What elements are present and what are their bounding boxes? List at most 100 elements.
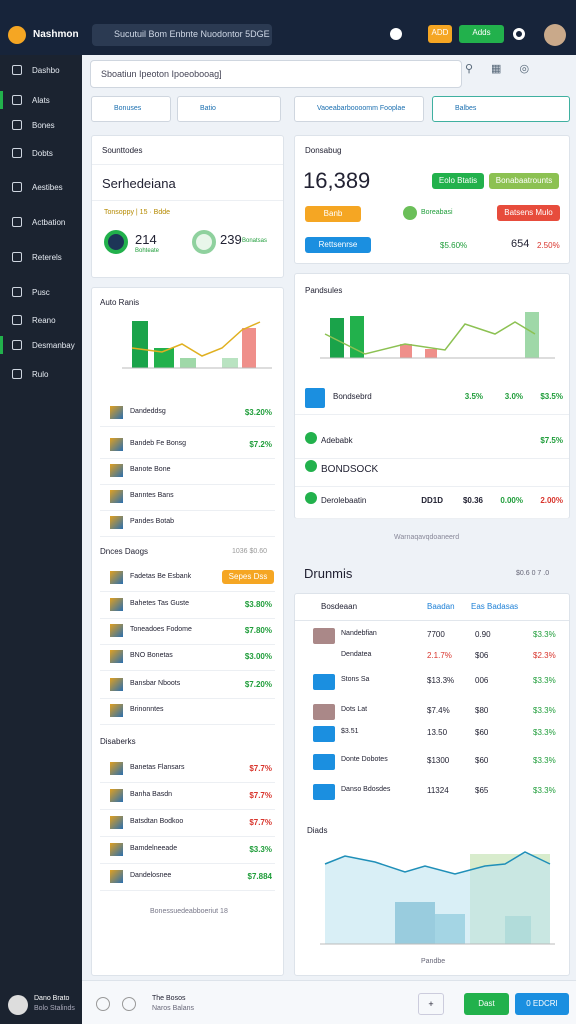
row-divider <box>100 836 275 837</box>
button[interactable]: ADD <box>428 25 452 43</box>
filter-dropdown[interactable]: Vaoeabarboooomm Fooplae <box>294 96 424 122</box>
nav-item[interactable]: Pusc <box>32 288 50 297</box>
list-label: Banntes Bans <box>130 492 174 499</box>
row-divider <box>295 414 569 415</box>
gauge <box>104 230 128 254</box>
nav-item[interactable]: Actbation <box>32 218 66 227</box>
cell: $3.3% <box>533 706 556 715</box>
label: Boreabasi <box>421 209 453 216</box>
row-divider <box>100 458 275 459</box>
footer-note: Bonessuedeabboeriut 18 <box>150 908 228 915</box>
top-bar: Nashmon Sucutuil Bom Enbnte Nuodontor 5D… <box>0 0 576 55</box>
divider <box>295 620 569 621</box>
user-sub: Bolo Stalinds <box>34 1005 75 1012</box>
icon[interactable] <box>96 997 110 1011</box>
nav-item[interactable]: Dobts <box>32 149 53 158</box>
filter-dropdown[interactable]: Bonuses <box>91 96 171 122</box>
button[interactable]: Batsens Mulo <box>497 205 560 221</box>
list-value: $3.3% <box>249 845 272 854</box>
button[interactable]: 0 EDCRI <box>515 993 569 1015</box>
cell: $06 <box>475 651 489 660</box>
list-value: $3.00% <box>244 652 272 661</box>
row-icon <box>305 492 317 504</box>
column-header: Eas Badasas <box>471 602 519 611</box>
row-divider <box>100 863 275 864</box>
list-icon <box>110 762 123 775</box>
list-label: Batsdtan Bodkoo <box>130 818 184 825</box>
nav-item[interactable]: Bones <box>32 121 55 130</box>
row-icon <box>313 726 335 742</box>
button[interactable]: Adds <box>459 25 504 43</box>
list-icon <box>110 406 123 419</box>
settings-icon[interactable] <box>513 28 525 40</box>
list-card: Auto Ranis Dandeddsg $3.20% Bandeb Fe Bons… <box>91 287 284 976</box>
list-icon <box>110 571 123 584</box>
button[interactable]: Dast <box>464 993 509 1015</box>
row-divider <box>100 426 275 427</box>
button[interactable]: Bonabaatrounts <box>489 173 559 189</box>
cell: $80 <box>475 706 489 715</box>
list-icon <box>110 704 123 717</box>
nav-item[interactable]: Rulo <box>32 370 49 379</box>
nav-item[interactable]: Reano <box>32 316 56 325</box>
add-button[interactable]: + <box>418 993 444 1015</box>
cell: $2.3% <box>533 651 556 660</box>
filter-dropdown[interactable]: Balbes <box>432 96 570 122</box>
nav-icon <box>12 369 22 379</box>
list-value: $7.80% <box>244 626 272 635</box>
filter-dropdown[interactable]: Batio <box>177 96 281 122</box>
list-icon <box>110 678 123 691</box>
section-title: Dnces Daogs <box>100 547 149 556</box>
list-icon <box>110 516 123 529</box>
nav-icon <box>12 287 22 297</box>
gauge <box>192 230 216 254</box>
section-note: 1036 $0.60 <box>232 548 268 555</box>
icon[interactable] <box>390 28 402 40</box>
stat-label: Bonatsas <box>242 238 268 244</box>
search-box[interactable]: Sucutuil Bom Enbnte Nuodontor 5DGE <box>92 24 272 46</box>
card-title: Serhedeiana <box>102 176 176 191</box>
nav-item[interactable]: Dashbo <box>32 66 60 75</box>
row-label: Bondsebrd <box>333 392 372 401</box>
avatar[interactable] <box>544 24 566 46</box>
card-header: Donsabug <box>305 146 342 155</box>
nav-icon <box>12 95 22 105</box>
card-header: Sounttodes <box>102 146 143 155</box>
list-label: Bandeb Fe Bonsg <box>130 440 187 447</box>
icon[interactable] <box>122 997 136 1011</box>
list-value: $3.20% <box>244 408 272 417</box>
nav-icon <box>12 315 22 325</box>
nav-icon <box>12 182 22 192</box>
column-header: Bosdeaan <box>321 602 358 611</box>
nav-item[interactable]: Desmanbay <box>32 341 75 350</box>
row-divider <box>100 782 275 783</box>
chip: Banb <box>305 206 361 222</box>
sidebar: Dano Brato Bolo Stalinds Dashbo Alats Bone… <box>0 55 82 1024</box>
cell: $3.3% <box>533 728 556 737</box>
button[interactable]: Sepes Dss <box>222 570 274 584</box>
list-label: Banetas Flansars <box>130 764 185 771</box>
row-divider <box>100 484 275 485</box>
row-label: $3.51 <box>341 728 359 735</box>
row-divider <box>100 698 275 699</box>
button[interactable]: Eolo Btatis <box>432 173 484 189</box>
nav-item[interactable]: Reterels <box>32 253 62 262</box>
cell: 7700 <box>427 630 445 639</box>
cell: 006 <box>475 676 489 685</box>
row-icon <box>313 754 335 770</box>
brand: Nashmon <box>33 29 79 40</box>
chart-footer: Pandbe <box>421 958 446 965</box>
area-chart <box>320 851 555 945</box>
nav-item[interactable]: Alats <box>32 96 50 105</box>
nav-item[interactable]: Aestibes <box>32 183 63 192</box>
cell: $3.3% <box>533 676 556 685</box>
row-icon <box>313 704 335 720</box>
row-label: Stons Sa <box>341 676 370 683</box>
cell: $3.3% <box>533 756 556 765</box>
search-input[interactable]: Sboatiun Ipeoton Ipoeobooag] <box>90 60 462 88</box>
chart-card: Pandsules Bondsebrd 3.5% 3.0% $3.5% Adebabk $… <box>294 273 570 519</box>
button[interactable]: Rettsenrse <box>305 237 371 253</box>
list-label: Bahetes Tas Guste <box>130 600 190 607</box>
table-card: Bosdeaan Baadan Eas Badasas Nandebfian 7700 0… <box>294 593 570 976</box>
